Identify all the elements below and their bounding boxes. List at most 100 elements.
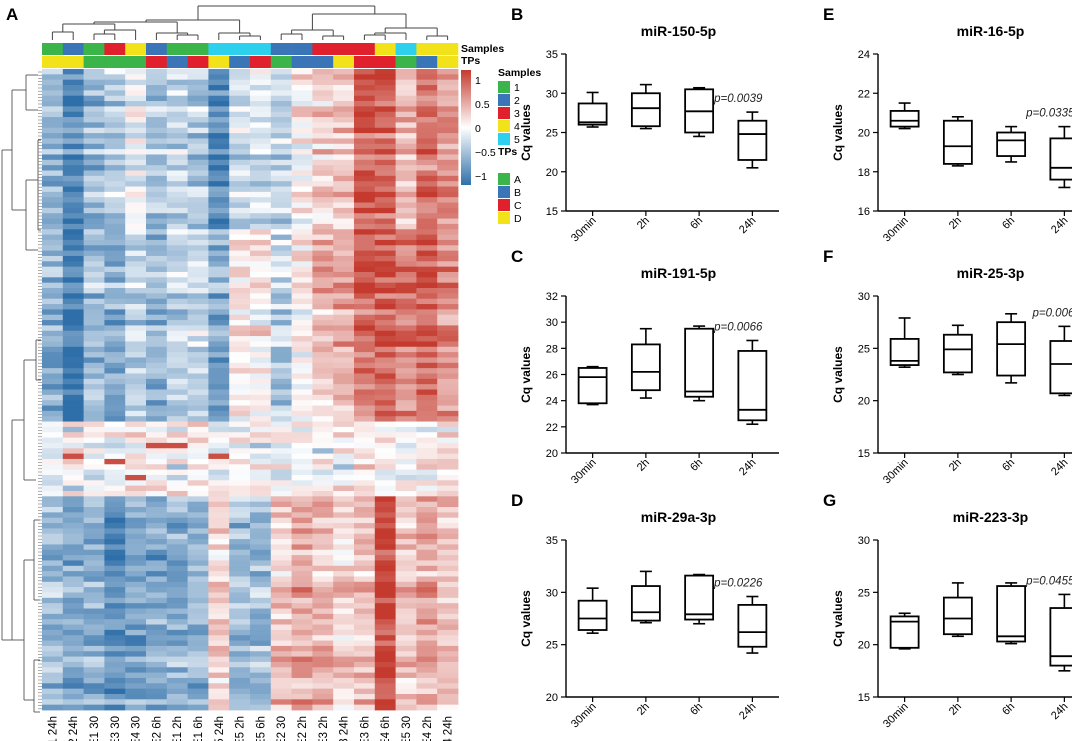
heatmap-cell <box>83 485 105 492</box>
heatmap-cell <box>146 496 168 503</box>
heatmap-cell <box>83 501 105 508</box>
heatmap-cell <box>62 672 84 679</box>
heatmap-cell <box>416 74 438 81</box>
heatmap-column-label: E2 6h <box>151 716 163 741</box>
heatmap-cell <box>104 458 126 465</box>
heatmap-cell <box>416 320 438 326</box>
heatmap-cell <box>333 512 355 519</box>
heatmap-cell <box>270 143 292 150</box>
heatmap-cell <box>187 207 209 214</box>
heatmap-cell <box>187 277 209 284</box>
heatmap-cell <box>83 234 105 241</box>
heatmap-cell <box>354 218 376 225</box>
heatmap-cell <box>437 255 459 262</box>
heatmap-cell <box>104 651 126 657</box>
heatmap-cell <box>416 266 438 273</box>
heatmap-cell <box>437 432 459 438</box>
heatmap-cell <box>146 79 168 86</box>
heatmap-cell <box>229 229 251 235</box>
heatmap-cell <box>250 378 272 385</box>
heatmap-column-label: E4 30 <box>131 716 143 741</box>
tp-annotation-cell <box>187 56 209 68</box>
heatmap-cell <box>250 549 272 556</box>
heatmap-cell <box>437 469 459 476</box>
heatmap-cell <box>250 619 272 625</box>
heatmap-cell <box>333 95 355 102</box>
heatmap-cell <box>291 250 313 257</box>
heatmap-cell <box>83 571 105 577</box>
heatmap-cell <box>437 608 459 615</box>
heatmap-cell <box>270 581 292 588</box>
heatmap-cell <box>125 202 147 209</box>
heatmap-cell <box>83 197 105 203</box>
heatmap-cell <box>62 603 84 609</box>
heatmap-cell <box>42 517 64 524</box>
heatmap-cell <box>104 539 126 545</box>
heatmap-cell <box>208 298 230 305</box>
box <box>1049 593 1072 672</box>
panel-label: D <box>511 491 523 510</box>
heatmap-cell <box>354 207 376 214</box>
heatmap-cell <box>437 250 459 257</box>
heatmap-cell <box>291 400 313 406</box>
heatmap-cell <box>83 143 105 150</box>
heatmap-cell <box>437 699 459 706</box>
heatmap-cell <box>291 341 313 348</box>
heatmap-cell <box>187 656 209 663</box>
heatmap-cell <box>83 266 105 273</box>
heatmap-cell <box>250 207 272 214</box>
heatmap-cell <box>270 442 292 449</box>
heatmap-cell <box>208 624 230 631</box>
heatmap-cell <box>291 170 313 177</box>
heatmap-cell <box>374 469 396 476</box>
heatmap-cell <box>437 101 459 107</box>
x-tick-label: 24h <box>737 215 758 236</box>
heatmap-cell <box>312 357 334 364</box>
heatmap-cell <box>291 613 313 620</box>
heatmap-cell <box>395 667 417 674</box>
heatmap-cell <box>104 127 126 134</box>
heatmap-cell <box>250 442 272 449</box>
heatmap-cell <box>146 474 168 481</box>
heatmap-cell <box>62 282 84 289</box>
heatmap-cell <box>229 213 251 219</box>
heatmap-cell <box>62 143 84 150</box>
heatmap-cell <box>104 512 126 519</box>
heatmap-cell <box>125 667 147 674</box>
heatmap-cell <box>354 234 376 241</box>
heatmap-cell <box>416 282 438 289</box>
heatmap-cell <box>187 490 209 497</box>
heatmap-cell <box>42 635 64 641</box>
heatmap-cell <box>166 277 188 284</box>
heatmap-cell <box>125 400 147 406</box>
box <box>942 582 973 638</box>
heatmap-cell <box>125 79 147 86</box>
heatmap-cell <box>416 501 438 508</box>
heatmap-cell <box>291 693 313 700</box>
heatmap-cell <box>83 330 105 337</box>
heatmap-cell <box>312 512 334 519</box>
heatmap-cell <box>395 549 417 556</box>
heatmap-cell <box>312 501 334 508</box>
heatmap-cell <box>42 651 64 657</box>
heatmap-cell <box>312 320 334 326</box>
annotation-label-tps: TPs <box>461 55 480 67</box>
heatmap-cell <box>146 426 168 433</box>
legend-sample-swatch <box>498 133 510 145</box>
heatmap-cell <box>437 320 459 326</box>
heatmap-cell <box>416 672 438 679</box>
heatmap-cell <box>104 117 126 123</box>
heatmap-cell <box>354 101 376 107</box>
p-value-label: p=0.0335 <box>1025 108 1072 120</box>
p-value-label: p=0.0455 <box>1025 575 1072 587</box>
heatmap-cell <box>270 282 292 289</box>
heatmap-cell <box>437 651 459 657</box>
heatmap-cell <box>250 587 272 593</box>
y-tick-label: 20 <box>858 640 870 652</box>
heatmap-cell <box>62 213 84 219</box>
box-iqr <box>577 102 608 126</box>
heatmap-cell <box>125 619 147 625</box>
heatmap-cell <box>250 90 272 97</box>
heatmap-cell <box>229 485 251 492</box>
heatmap-cell <box>374 288 396 294</box>
